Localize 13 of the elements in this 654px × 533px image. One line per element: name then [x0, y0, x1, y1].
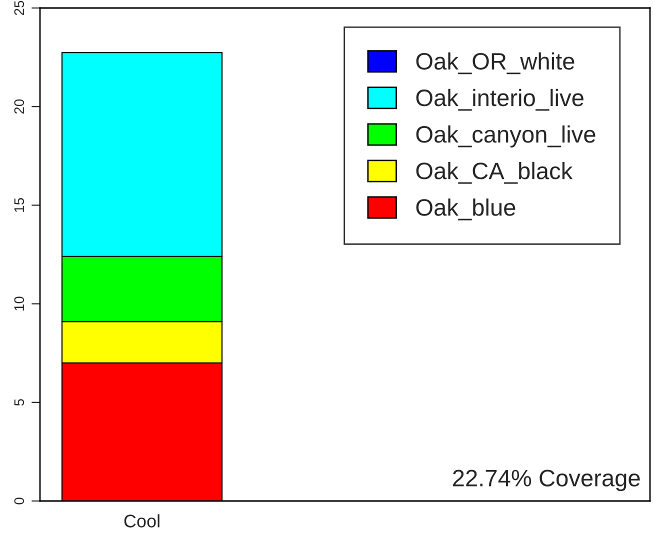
y-tick-label: 25 — [14, 0, 24, 16]
legend-label: Oak_blue — [416, 198, 516, 220]
x-tick-label: Cool — [124, 514, 160, 528]
legend-label: Oak_canyon_live — [416, 125, 596, 148]
y-tick-label: 10 — [14, 296, 24, 310]
legend-label: Oak_OR_white — [416, 52, 574, 74]
text: 22.74% Coverage — [453, 470, 640, 492]
y-tick-label: 0 — [14, 498, 24, 504]
y-tick-label: 20 — [14, 99, 24, 114]
legend-label: Oak_CA_black — [416, 162, 573, 184]
y-tick-label: 5 — [14, 399, 24, 406]
y-tick-label: 15 — [14, 198, 24, 212]
legend-label: Oak_interio_live — [416, 88, 584, 111]
